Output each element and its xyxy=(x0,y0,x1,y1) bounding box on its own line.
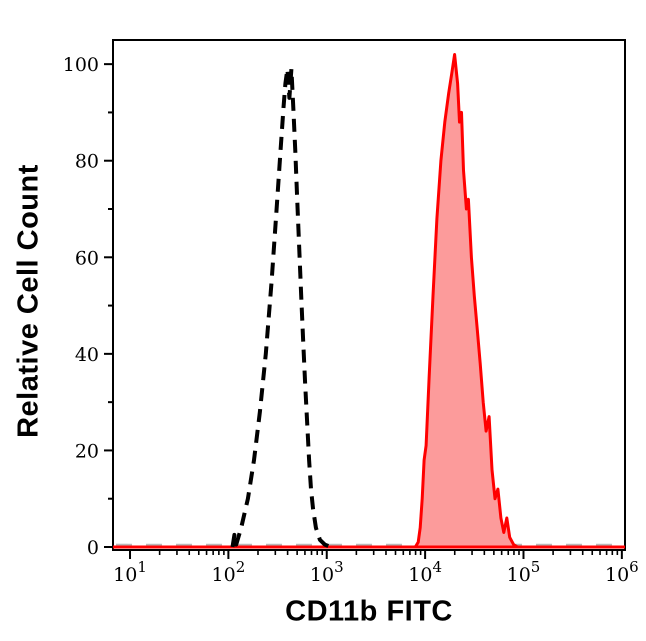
x-tick-label: 101 xyxy=(113,558,147,586)
y-tick-label: 60 xyxy=(75,247,99,269)
x-tick-label: 105 xyxy=(507,558,541,586)
y-tick-label: 0 xyxy=(87,537,99,559)
x-tick-label: 104 xyxy=(408,558,442,586)
x-tick-label: 102 xyxy=(212,558,246,586)
x-tick-label: 103 xyxy=(310,558,344,586)
y-tick-label: 20 xyxy=(75,440,99,462)
x-tick-label: 106 xyxy=(605,558,639,586)
plot-frame xyxy=(112,39,626,551)
stained-cells-curve xyxy=(413,53,520,549)
y-tick-label: 100 xyxy=(63,54,99,76)
y-tick-label: 80 xyxy=(75,151,99,173)
y-tick-label: 40 xyxy=(75,344,99,366)
x-axis-title: CD11b FITC xyxy=(285,595,453,628)
control-curve xyxy=(230,67,332,549)
y-axis-title: Relative Cell Count xyxy=(12,164,45,438)
